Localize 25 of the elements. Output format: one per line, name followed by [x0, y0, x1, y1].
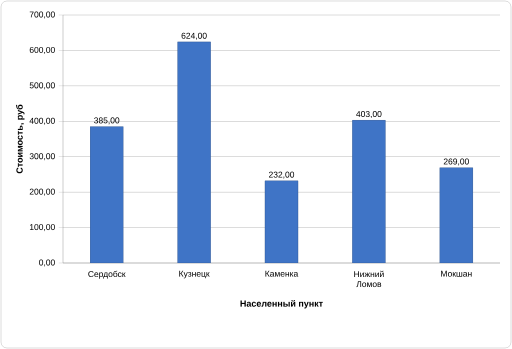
y-tick-label: 500,00 [30, 82, 55, 90]
data-label: 403,00 [356, 111, 382, 118]
data-label: 232,00 [268, 172, 294, 179]
x-tick-label: Сердобск [88, 270, 126, 279]
y-tick-label: 300,00 [30, 153, 55, 160]
y-tick-label: 400,00 [30, 118, 55, 125]
x-tick-label: Нижний Ломов [354, 270, 384, 288]
bar [440, 167, 474, 263]
x-axis-title: Населенный пункт [240, 300, 323, 308]
y-axis-title: Стоимость, руб [16, 104, 24, 174]
bar [264, 180, 298, 263]
data-label: 624,00 [182, 32, 207, 40]
data-label: 385,00 [94, 117, 120, 124]
bar [90, 126, 124, 263]
y-tick-label: 600,00 [30, 46, 55, 54]
x-tick-label: Кузнецк [179, 270, 210, 278]
y-tick-label: 0,00 [39, 260, 55, 266]
x-tick-label: Каменка [265, 270, 298, 277]
bar [352, 120, 386, 263]
y-tick-label: 100,00 [30, 224, 55, 232]
x-tick-label: Мокшан [441, 270, 472, 277]
data-label: 269,00 [444, 158, 469, 166]
bar [177, 42, 211, 263]
y-tick-label: 700,00 [30, 12, 55, 18]
y-tick-label: 200,00 [30, 188, 55, 196]
